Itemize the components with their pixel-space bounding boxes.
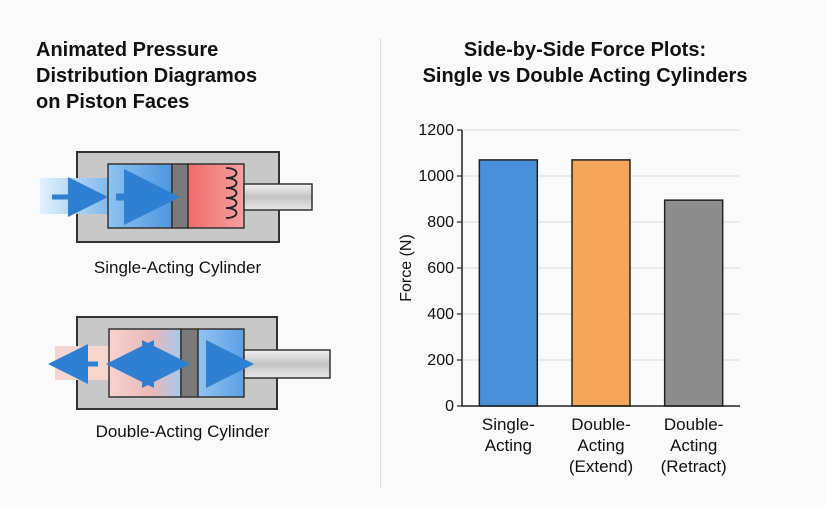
bar bbox=[478, 159, 539, 407]
y-axis-label: Force (N) bbox=[398, 234, 415, 302]
diagram-title-line-1: Animated Pressure bbox=[36, 39, 219, 61]
diagram-title-line-3: on Piston Faces bbox=[36, 91, 190, 113]
diagram-title-line-2: Distribution Diagramos bbox=[36, 65, 258, 87]
double-acting-caption: Double-Acting Cylinder bbox=[95, 422, 270, 441]
y-tick-label: 0 bbox=[445, 398, 454, 415]
diagram-title: Animated Pressure Distribution Diagramos… bbox=[36, 37, 336, 115]
chart-title: Side-by-Side Force Plots: Single vs Doub… bbox=[400, 37, 770, 89]
chart-title-line-2: Single vs Double Acting Cylinders bbox=[422, 65, 748, 87]
single-acting-cylinder-diagram bbox=[40, 151, 313, 243]
chart-title-line-1: Side-by-Side Force Plots: bbox=[463, 39, 707, 61]
x-category-label: Double- bbox=[664, 415, 724, 434]
x-category-label: Acting bbox=[485, 436, 532, 455]
y-tick-label: 1000 bbox=[418, 168, 454, 185]
y-tick-label: 600 bbox=[427, 260, 454, 277]
double-acting-cylinder-diagram bbox=[48, 316, 331, 410]
spring-icon bbox=[225, 167, 238, 219]
x-category-label: (Retract) bbox=[661, 457, 727, 476]
bar bbox=[663, 199, 724, 407]
y-tick-label: 800 bbox=[427, 214, 454, 231]
x-category-label: Acting bbox=[577, 436, 624, 455]
single-acting-caption: Single-Acting Cylinder bbox=[93, 258, 262, 277]
panel-divider bbox=[380, 38, 381, 488]
y-tick-label: 400 bbox=[427, 306, 454, 323]
x-category-label: Acting bbox=[670, 436, 717, 455]
y-tick-label: 1200 bbox=[418, 122, 454, 139]
x-category-label: (Extend) bbox=[569, 457, 633, 476]
spring-chamber bbox=[187, 163, 245, 229]
x-category-label: Double- bbox=[571, 415, 631, 434]
y-tick-label: 200 bbox=[427, 352, 454, 369]
x-category-label: Single- bbox=[482, 415, 535, 434]
bar bbox=[571, 159, 631, 407]
piston-rod bbox=[243, 183, 313, 211]
